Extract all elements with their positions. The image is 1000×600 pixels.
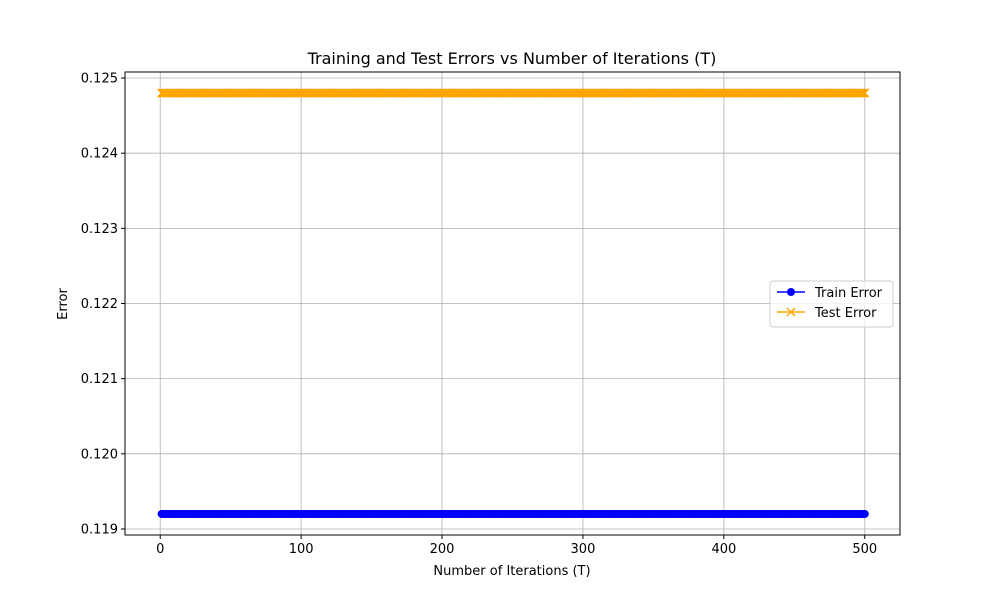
y-tick-label: 0.121 bbox=[81, 372, 118, 387]
series-layer bbox=[157, 88, 870, 518]
legend: Train Error Test Error bbox=[769, 280, 894, 328]
x-axis-ticks: 0 100 200 300 400 500 bbox=[156, 535, 877, 557]
x-axis-label: Number of Iterations (T) bbox=[433, 564, 590, 579]
y-tick-label: 0.119 bbox=[81, 522, 118, 537]
x-tick-label: 500 bbox=[852, 542, 877, 557]
series-test-error bbox=[157, 88, 870, 98]
chart-title: Training and Test Errors vs Number of It… bbox=[307, 49, 717, 68]
legend-label-test: Test Error bbox=[814, 306, 877, 321]
x-tick-label: 300 bbox=[571, 542, 596, 557]
data-point bbox=[856, 88, 866, 98]
y-tick-label: 0.122 bbox=[81, 297, 118, 312]
series-train-error bbox=[157, 509, 869, 518]
x-tick-label: 400 bbox=[711, 542, 736, 557]
y-axis-ticks: 0.119 0.120 0.121 0.122 0.123 0.124 0.125 bbox=[81, 72, 125, 537]
y-tick-label: 0.125 bbox=[81, 72, 118, 87]
data-point bbox=[858, 88, 868, 98]
y-tick-label: 0.123 bbox=[81, 222, 118, 237]
y-tick-label: 0.120 bbox=[81, 447, 118, 462]
legend-marker-test bbox=[786, 307, 796, 317]
x-tick-label: 100 bbox=[289, 542, 314, 557]
y-axis-label: Error bbox=[56, 288, 71, 320]
data-point bbox=[857, 88, 867, 98]
data-point bbox=[860, 88, 870, 98]
x-tick-label: 200 bbox=[430, 542, 455, 557]
legend-marker-train bbox=[787, 288, 795, 296]
x-tick-label: 0 bbox=[156, 542, 164, 557]
y-tick-label: 0.124 bbox=[81, 147, 118, 162]
legend-label-train: Train Error bbox=[814, 286, 883, 301]
data-point bbox=[860, 509, 869, 518]
